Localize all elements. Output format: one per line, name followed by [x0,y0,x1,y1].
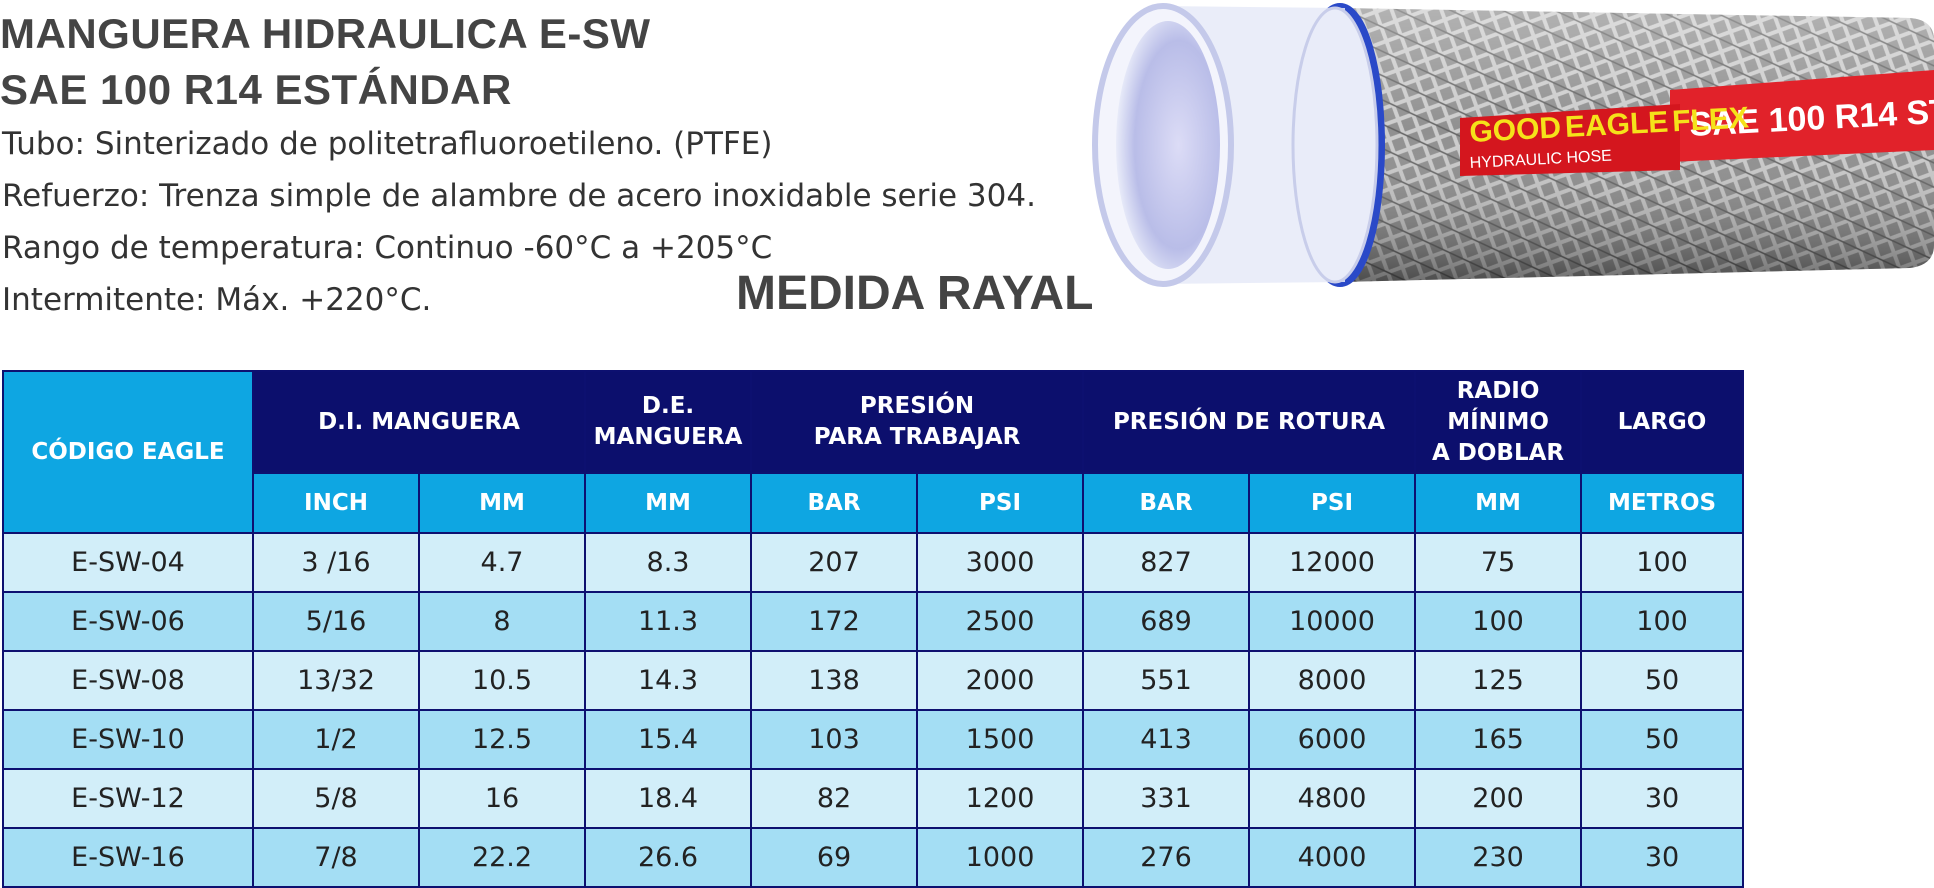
cell-di-mm: 4.7 [417,532,587,593]
cell-di-inch: 13/32 [252,650,420,711]
cell-radius-mm: 125 [1414,650,1583,711]
cell-de-mm: 18.4 [584,768,753,829]
cell-radius-mm: 75 [1414,532,1583,593]
cell-burst-bar: 276 [1082,827,1251,888]
cell-burst-bar: 331 [1082,768,1251,829]
table-row: E-SW-04 3 /16 4.7 8.3 207 3000 827 12000… [2,532,1745,593]
cell-code: E-SW-08 [2,650,254,711]
unit-work-bar: BAR [750,472,919,534]
cell-de-mm: 14.3 [584,650,753,711]
cell-work-bar: 103 [750,709,919,770]
cell-work-psi: 1500 [916,709,1085,770]
header-de: D.E. MANGUERA [584,370,753,474]
cell-burst-bar: 827 [1082,532,1251,593]
table-row: E-SW-06 5/16 8 11.3 172 2500 689 10000 1… [2,591,1745,652]
unit-de-mm: MM [584,472,753,534]
header-length: LARGO [1580,370,1745,474]
cell-length-m: 50 [1580,650,1745,711]
spec-temperature: Rango de temperatura: Continuo -60°C a +… [2,230,773,266]
cell-length-m: 100 [1580,532,1745,593]
spec-reinforcement: Refuerzo: Trenza simple de alambre de ac… [2,178,1036,214]
cell-de-mm: 8.3 [584,532,753,593]
cell-burst-psi: 8000 [1248,650,1417,711]
cell-length-m: 30 [1580,827,1745,888]
cell-de-mm: 11.3 [584,591,753,652]
cell-de-mm: 26.6 [584,827,753,888]
spec-tube: Tubo: Sinterizado de politetrafluoroetil… [2,126,773,162]
unit-work-psi: PSI [916,472,1085,534]
cell-burst-bar: 551 [1082,650,1251,711]
cell-work-bar: 172 [750,591,919,652]
unit-length-m: METROS [1580,472,1745,534]
table-row: E-SW-08 13/32 10.5 14.3 138 2000 551 800… [2,650,1745,711]
cell-di-inch: 5/8 [252,768,420,829]
svg-text:GOODEAGLEFLEX: GOODEAGLEFLEX [1469,101,1750,149]
cell-di-mm: 22.2 [417,827,587,888]
title-line-1: MANGUERA HIDRAULICA E-SW [0,10,651,57]
cell-burst-psi: 6000 [1248,709,1417,770]
cell-radius-mm: 100 [1414,591,1583,652]
cell-burst-psi: 4800 [1248,768,1417,829]
cell-length-m: 50 [1580,709,1745,770]
cell-work-psi: 2000 [916,650,1085,711]
cell-code: E-SW-10 [2,709,254,770]
cell-work-bar: 82 [750,768,919,829]
cell-work-bar: 207 [750,532,919,593]
unit-radius-mm: MM [1414,472,1583,534]
spec-table: CÓDIGO EAGLE D.I. MANGUERA D.E. MANGUERA … [2,370,1745,888]
cell-burst-psi: 4000 [1248,827,1417,888]
cell-di-inch: 3 /16 [252,532,420,593]
cell-di-mm: 8 [417,591,587,652]
cell-di-mm: 12.5 [417,709,587,770]
cell-code: E-SW-04 [2,532,254,593]
braided-hose-icon: SAE 100 R14 STANDARD GOODEAGLEFLEX HYDRA… [1092,3,1934,287]
cell-radius-mm: 165 [1414,709,1583,770]
cell-radius-mm: 230 [1414,827,1583,888]
cell-burst-bar: 689 [1082,591,1251,652]
cell-di-mm: 16 [417,768,587,829]
cell-code: E-SW-16 [2,827,254,888]
unit-di-mm: MM [417,472,587,534]
cell-code: E-SW-06 [2,591,254,652]
cell-length-m: 100 [1580,591,1745,652]
header-di: D.I. MANGUERA [251,370,587,474]
cell-code: E-SW-12 [2,768,254,829]
cell-work-psi: 1000 [916,827,1085,888]
header-bend-radius: RADIO MÍNIMO A DOBLAR [1414,370,1583,474]
cell-work-psi: 3000 [916,532,1085,593]
cell-di-inch: 1/2 [252,709,420,770]
cell-burst-bar: 413 [1082,709,1251,770]
cell-di-inch: 5/16 [252,591,420,652]
table-row: E-SW-16 7/8 22.2 26.6 69 1000 276 4000 2… [2,827,1745,888]
cell-burst-psi: 12000 [1248,532,1417,593]
cell-work-bar: 69 [750,827,919,888]
unit-burst-psi: PSI [1248,472,1417,534]
cell-burst-psi: 10000 [1248,591,1417,652]
header-code: CÓDIGO EAGLE [2,370,254,534]
table-body: E-SW-04 3 /16 4.7 8.3 207 3000 827 12000… [2,532,1745,888]
header-burst-pressure: PRESIÓN DE ROTURA [1082,370,1417,474]
table-row: E-SW-12 5/8 16 18.4 82 1200 331 4800 200… [2,768,1745,829]
cell-work-psi: 1200 [916,768,1085,829]
cell-di-inch: 7/8 [252,827,420,888]
title-line-2: SAE 100 R14 ESTÁNDAR [0,66,512,113]
measure-label: MEDIDA RAYAL [736,267,1094,320]
cell-di-mm: 10.5 [417,650,587,711]
cell-work-bar: 138 [750,650,919,711]
header-work-pressure: PRESIÓN PARA TRABAJAR [750,370,1085,474]
table-row: E-SW-10 1/2 12.5 15.4 103 1500 413 6000 … [2,709,1745,770]
cell-de-mm: 15.4 [584,709,753,770]
cell-work-psi: 2500 [916,591,1085,652]
cell-length-m: 30 [1580,768,1745,829]
spec-intermittent: Intermitente: Máx. +220°C. [2,282,432,318]
unit-burst-bar: BAR [1082,472,1251,534]
cell-radius-mm: 200 [1414,768,1583,829]
unit-di-inch: INCH [252,472,420,534]
